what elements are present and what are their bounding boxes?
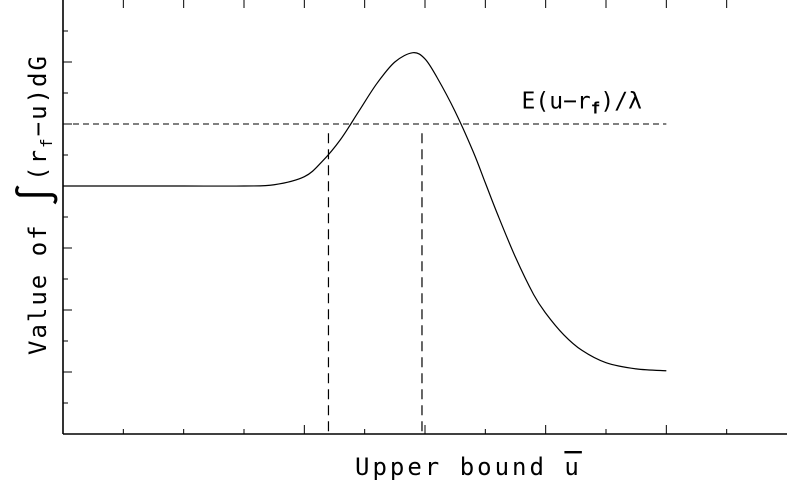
x-axis-label-text: Upper bound: [355, 453, 547, 481]
annotation-subscript: f: [591, 99, 601, 118]
annotation-prefix: E(u−r: [522, 89, 591, 115]
y-axis-expr-close: −u)dG: [24, 54, 52, 136]
x-axis-ticks: [122, 0, 728, 434]
y-axis-label-gap: [24, 207, 52, 223]
annotation-suffix: )∕λ: [600, 89, 642, 115]
vertical-guides: [327, 133, 423, 434]
y-axis-label: Value of ∫(rf−u)dG: [14, 54, 60, 355]
series-curve: [63, 52, 667, 372]
y-axis-label-main: Value of ∫(rf−u)dG: [14, 54, 60, 355]
x-axis-label: Upper bound u: [355, 453, 582, 481]
y-axis-expr-sub: f: [37, 136, 56, 148]
y-axis-label-text: Value of: [24, 223, 52, 355]
annotation-label: E(u−rf)∕λ: [522, 89, 642, 118]
series-layer: [63, 52, 667, 372]
integral-sign: ∫: [14, 181, 60, 207]
y-axis-ticks: [63, 30, 72, 404]
x-axis-symbol: u: [564, 453, 581, 481]
x-axis-label-gap: [547, 453, 564, 481]
y-axis-expr-open: (r: [24, 148, 52, 181]
